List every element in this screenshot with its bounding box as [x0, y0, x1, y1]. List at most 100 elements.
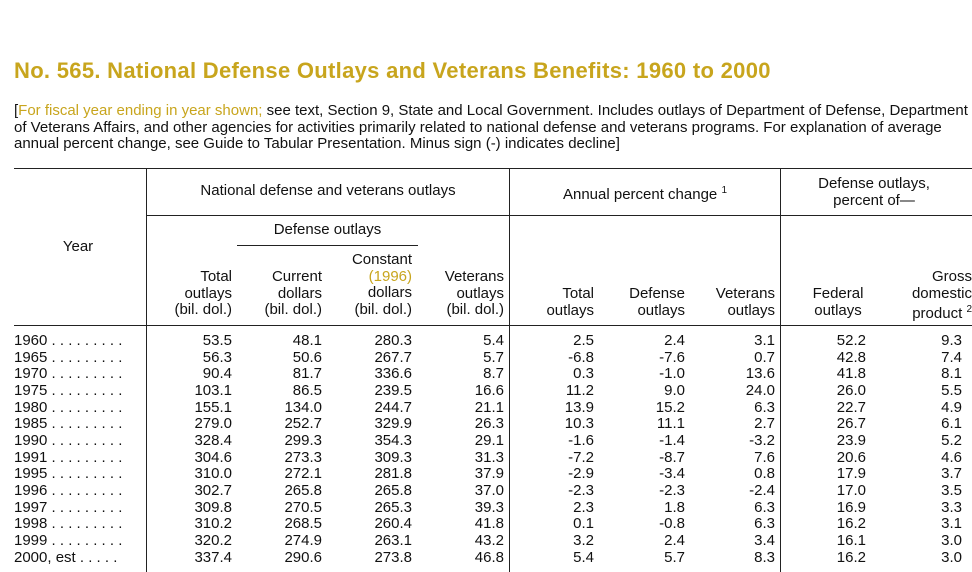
- row-year: 1965 . . . . . . . . .: [14, 349, 123, 366]
- table-cell-constant: 273.8: [374, 548, 412, 566]
- row-year: 1996 . . . . . . . . .: [14, 482, 123, 499]
- table-cell-pct-veterans: -3.2: [749, 431, 775, 449]
- table-cell-gdp: 3.0: [941, 531, 962, 549]
- table-cell-gdp: 3.0: [941, 548, 962, 566]
- row-year: 1980 . . . . . . . . .: [14, 399, 123, 416]
- table-cell-pct-defense: -8.7: [659, 448, 685, 466]
- table-cell-federal: 22.7: [836, 398, 866, 416]
- table-cell-veterans: 43.2: [474, 531, 504, 549]
- table-cell-pct-defense: 2.4: [664, 531, 685, 549]
- table-cell-pct-total: 2.5: [573, 332, 594, 349]
- table-cell-current: 274.9: [284, 531, 322, 549]
- table-cell-total: 310.0: [194, 465, 232, 483]
- header-pct-total: Total outlays: [546, 285, 594, 319]
- table-cell-current: 86.5: [292, 381, 322, 399]
- table-cell-current: 265.8: [284, 481, 322, 499]
- table-cell-gdp: 9.3: [941, 332, 962, 349]
- table-cell-pct-total: -7.2: [568, 448, 594, 466]
- row-year: 1975 . . . . . . . . .: [14, 382, 123, 399]
- table-cell-pct-defense: -0.8: [659, 515, 685, 533]
- table-cell-federal: 41.8: [836, 365, 866, 383]
- row-year: 1997 . . . . . . . . .: [14, 499, 123, 516]
- table-cell-pct-total: 5.4: [573, 548, 594, 566]
- table-cell-constant: 265.8: [374, 481, 412, 499]
- column-pct-defense: 2.4 -7.6 -1.0 9.0 15.2 11.1 -1.4 -8.7 -3.4 -2.3 1.…: [608, 332, 685, 566]
- row-year: 1985 . . . . . . . . .: [14, 416, 123, 433]
- table-cell-constant: 354.3: [374, 431, 412, 449]
- table-cell-current: 252.7: [284, 415, 322, 433]
- table-cell-pct-veterans: 13.6: [745, 365, 775, 383]
- table-cell-pct-total: -2.9: [568, 465, 594, 483]
- table-cell-gdp: 3.3: [941, 498, 962, 516]
- table-cell-constant: 244.7: [374, 398, 412, 416]
- table-cell-pct-total: 2.3: [573, 498, 594, 516]
- table-cell-federal: 16.1: [836, 531, 866, 549]
- header-total-outlays: Total outlays (bil. dol.): [174, 268, 232, 318]
- table-cell-pct-veterans: 2.7: [754, 415, 775, 433]
- table-cell-constant: 280.3: [374, 332, 412, 349]
- table-cell-veterans: 46.8: [474, 548, 504, 566]
- table-cell-constant: 239.5: [374, 381, 412, 399]
- header-veterans-outlays: Veterans outlays (bil. dol.): [444, 268, 504, 318]
- table-cell-veterans: 16.6: [474, 381, 504, 399]
- table-cell-total: 328.4: [194, 431, 232, 449]
- table-cell-federal: 17.0: [836, 481, 866, 499]
- table-cell-pct-total: 0.3: [573, 365, 594, 383]
- table-cell-gdp: 4.6: [941, 448, 962, 466]
- table-cell-veterans: 37.9: [474, 465, 504, 483]
- table-cell-pct-defense: -1.0: [659, 365, 685, 383]
- table-cell-federal: 26.0: [836, 381, 866, 399]
- table-cell-gdp: 5.2: [941, 431, 962, 449]
- table-cell-gdp: 7.4: [941, 348, 962, 366]
- table-cell-federal: 42.8: [836, 348, 866, 366]
- table-cell-federal: 23.9: [836, 431, 866, 449]
- header-defense-outlays: Defense outlays: [273, 221, 382, 238]
- table-cell-current: 50.6: [292, 348, 322, 366]
- table-cell-pct-defense: -7.6: [659, 348, 685, 366]
- table-cell-pct-defense: 9.0: [664, 381, 685, 399]
- table-cell-pct-defense: 5.7: [664, 548, 685, 566]
- table-cell-total: 56.3: [202, 348, 232, 366]
- table-cell-gdp: 3.5: [941, 481, 962, 499]
- table-cell-pct-veterans: 6.3: [754, 498, 775, 516]
- table-cell-pct-veterans: 6.3: [754, 515, 775, 533]
- header-bottom-rule: [14, 325, 972, 326]
- header-federal-outlays: Federal outlays: [812, 285, 864, 319]
- table-cell-current: 81.7: [292, 365, 322, 383]
- table-cell-federal: 52.2: [836, 332, 866, 349]
- headnote-highlight: For fiscal year ending in year shown;: [18, 102, 263, 119]
- header-group-defense-pct: Defense outlays, percent of—: [818, 175, 930, 209]
- table-cell-veterans: 21.1: [474, 398, 504, 416]
- column-pct-veterans: 3.1 0.7 13.6 24.0 6.3 2.7 -3.2 7.6 0.8 -2.4 6.3 6.3…: [695, 332, 775, 566]
- row-year: 1998 . . . . . . . . .: [14, 516, 123, 533]
- table-cell-current: 134.0: [284, 398, 322, 416]
- table-cell-current: 270.5: [284, 498, 322, 516]
- table-cell-veterans: 26.3: [474, 415, 504, 433]
- column-veterans-outlays: 5.4 5.7 8.7 16.6 21.1 26.3 29.1 31.3 37.9 37.0 39.…: [422, 332, 504, 566]
- table-cell-federal: 16.2: [836, 548, 866, 566]
- table-cell-total: 337.4: [194, 548, 232, 566]
- group-header-rule: [147, 215, 972, 216]
- row-year: 1995 . . . . . . . . .: [14, 466, 123, 483]
- table-cell-pct-defense: 15.2: [655, 398, 685, 416]
- table-cell-current: 272.1: [284, 465, 322, 483]
- header-year: Year: [62, 238, 94, 255]
- table-cell-constant: 336.6: [374, 365, 412, 383]
- column-current-dollars: 48.1 50.6 81.7 86.5 134.0 252.7 299.3 273.3 272.…: [240, 332, 322, 566]
- header-pct-veterans: Veterans outlays: [715, 285, 775, 319]
- table-cell-pct-veterans: 8.3: [754, 548, 775, 566]
- pct-group-divider: [780, 169, 781, 572]
- table-cell-total: 302.7: [194, 481, 232, 499]
- table-cell-veterans: 8.7: [483, 365, 504, 383]
- table-cell-pct-total: -2.3: [568, 481, 594, 499]
- table-cell-pct-veterans: 7.6: [754, 448, 775, 466]
- table-cell-gdp: 4.9: [941, 398, 962, 416]
- table-cell-pct-veterans: 0.7: [754, 348, 775, 366]
- table-cell-veterans: 31.3: [474, 448, 504, 466]
- table-cell-pct-veterans: 24.0: [745, 381, 775, 399]
- table-cell-pct-veterans: 0.8: [754, 465, 775, 483]
- table-cell-constant: 260.4: [374, 515, 412, 533]
- table-cell-pct-veterans: -2.4: [749, 481, 775, 499]
- table-cell-total: 103.1: [194, 381, 232, 399]
- table-cell-pct-total: 13.9: [564, 398, 594, 416]
